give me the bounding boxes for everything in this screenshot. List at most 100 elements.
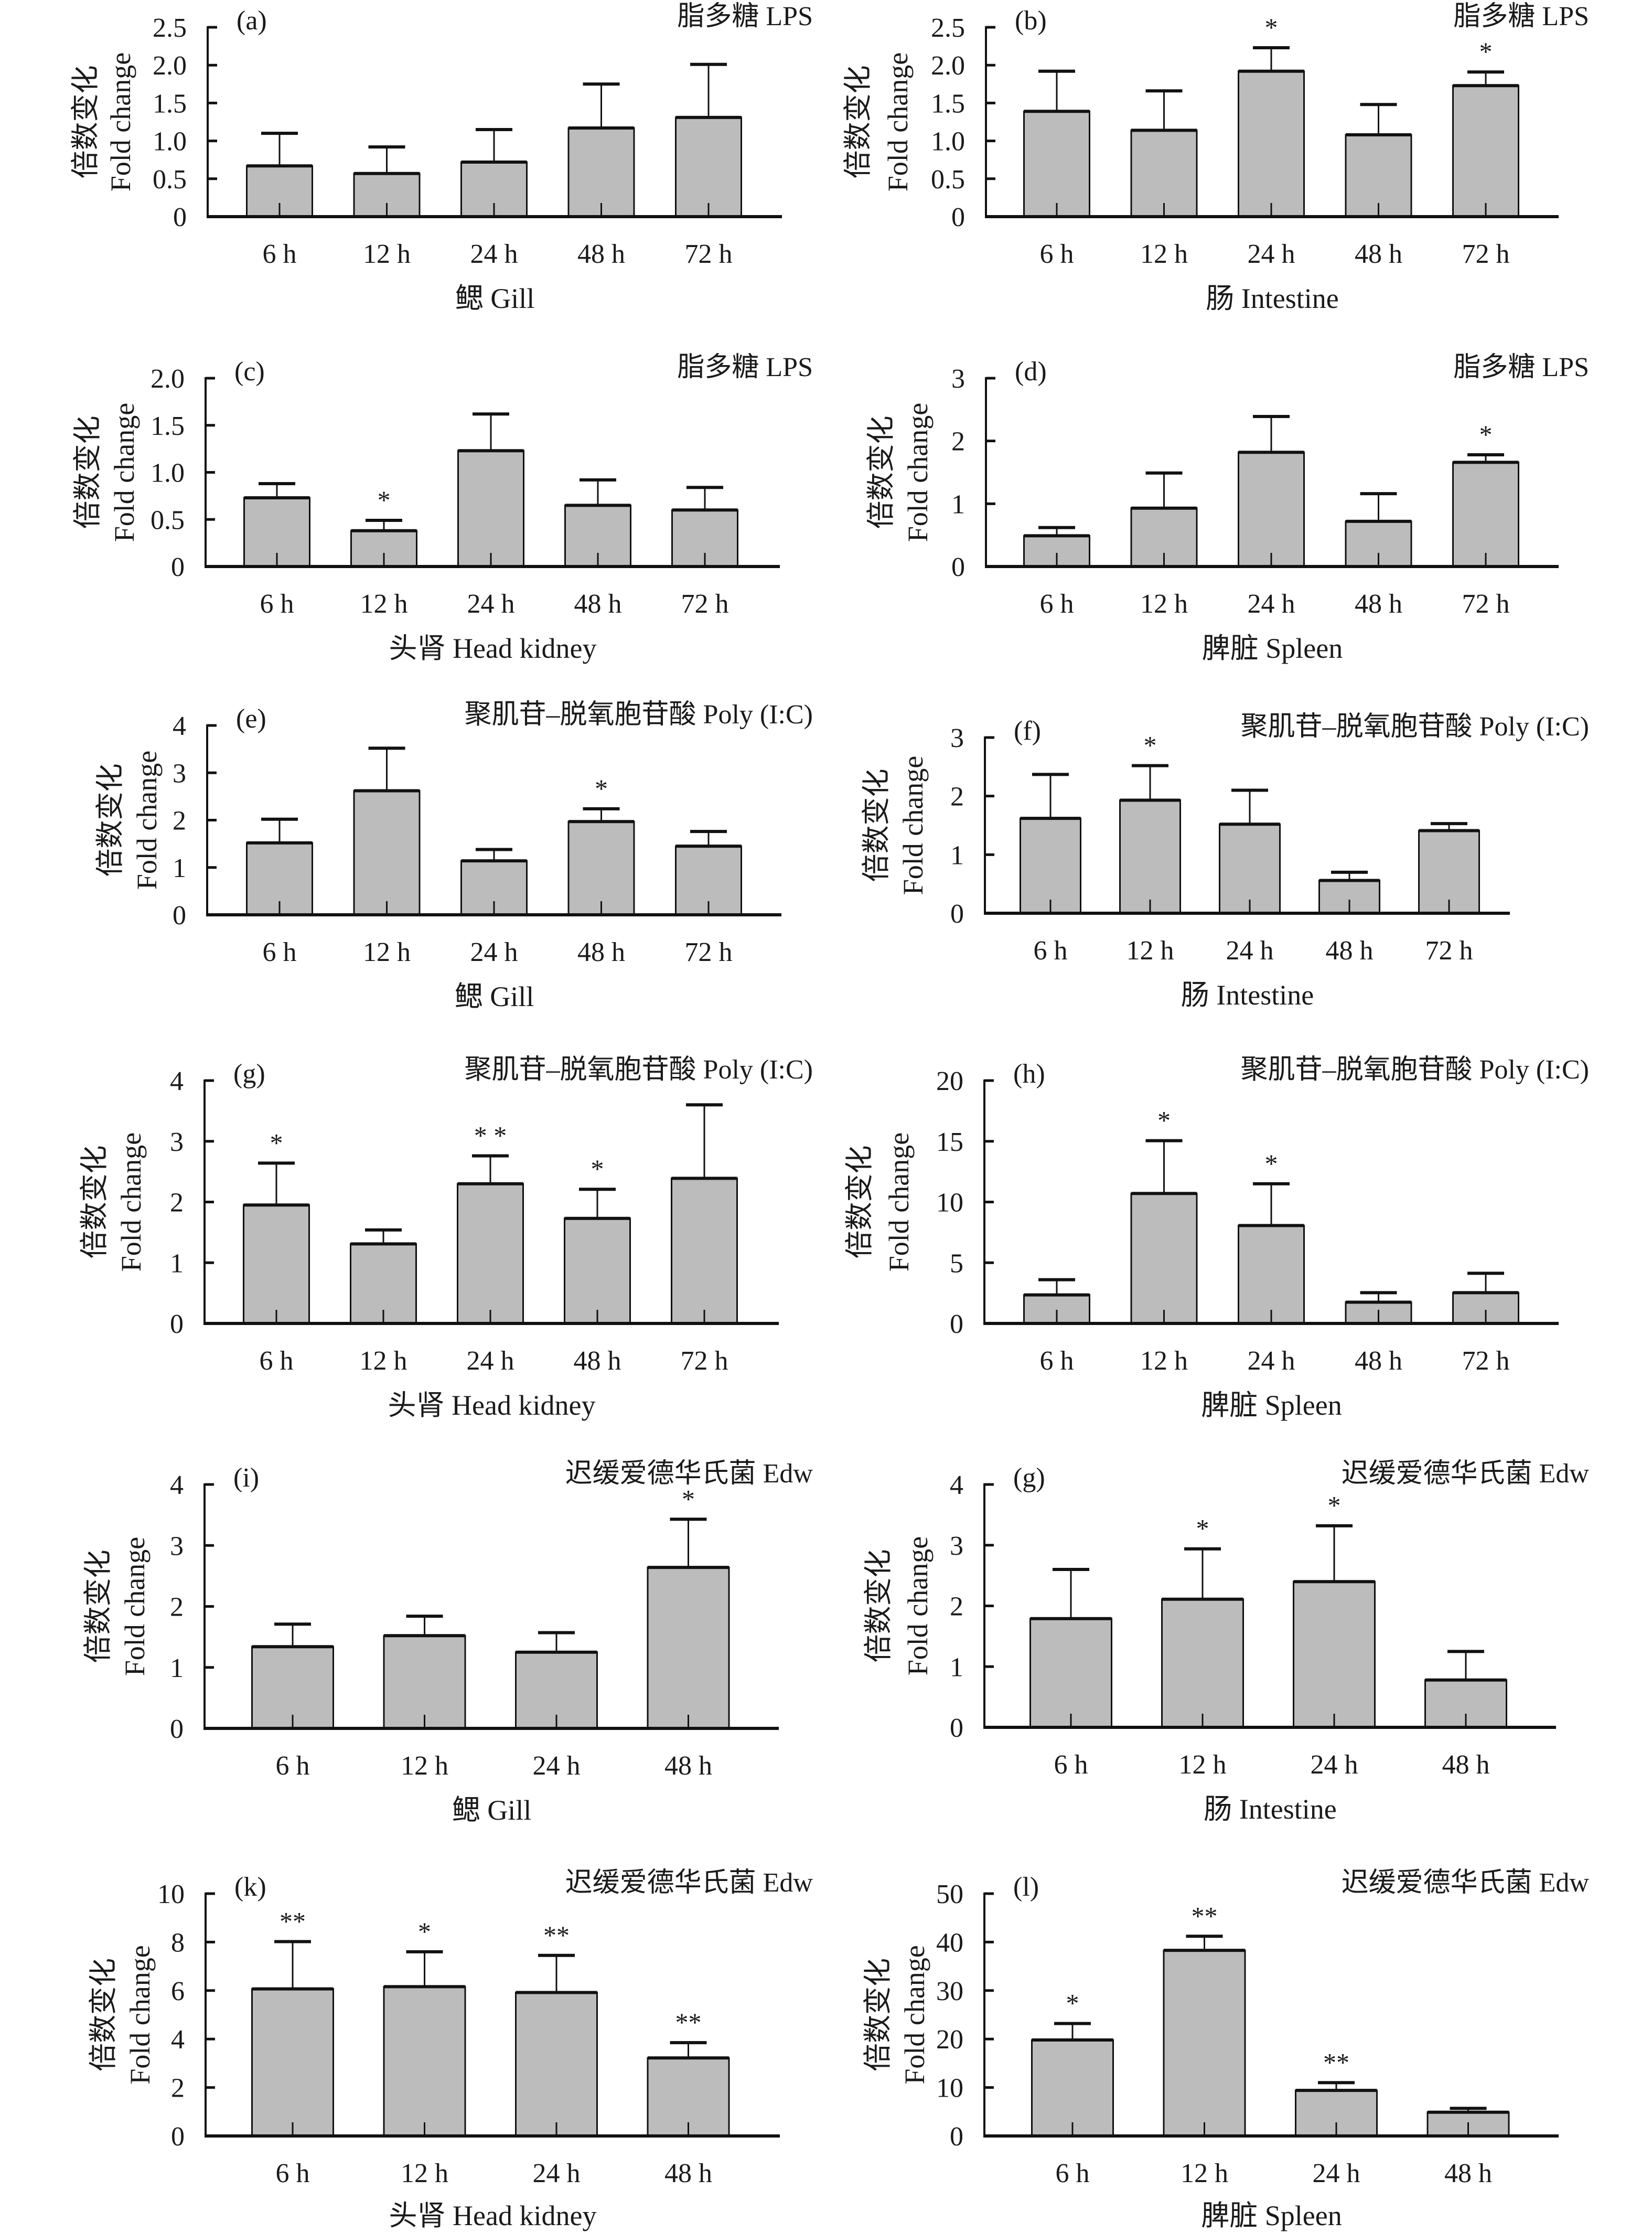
bar [1161,1598,1244,1728]
bar-group: 6 h [1023,1278,1090,1376]
bar-group: 48 h [1345,1291,1412,1376]
bar-group: 6 h [251,1622,334,1781]
y-tick-label: 6 [171,1976,185,2006]
x-axis-title: 头肾 Head kidney [389,633,597,664]
y-tick-label: 0.5 [153,165,187,195]
significance-marker: * [1144,731,1157,760]
y-tick-label: 1.5 [151,411,185,441]
y-tick-label: 2 [950,782,964,812]
significance-marker: ** [1323,2047,1349,2077]
bar [1452,461,1519,568]
bar [243,1204,310,1324]
bar-group: 48 h [1424,1650,1507,1780]
y-tick-label: 0 [171,2122,185,2152]
x-tick-label: 72 h [1425,936,1473,966]
x-tick-label: 6 h [276,2159,310,2188]
treatment-label: 脂多糖 LPS [677,352,813,382]
bar-group: * 72 h [1452,420,1519,619]
x-axis-title: 头肾 Head kidney [389,2200,597,2231]
y-tick-label: 10 [936,2074,963,2103]
bar [1119,799,1181,914]
y-tick-label: 1.0 [931,127,965,157]
y-tick-label: 1.0 [153,127,187,157]
bar-group: 6 h [1023,526,1090,619]
bar-group: 12 h [350,1228,417,1376]
x-axis-title: 鳃 Gill [452,1794,532,1826]
y-tick-label: 0 [173,202,187,232]
bar-group: * 12 h [383,1917,466,2188]
bar-group: 72 h [675,62,742,269]
x-tick-label: 24 h [467,589,515,619]
treatment-label: 脂多糖 LPS [1453,352,1589,382]
bar-group: ** 6 h [251,1906,334,2188]
bar-group: * 48 h [647,1484,730,1781]
treatment-label: 迟缓爱德华氏菌 Edw [565,1868,813,1898]
bar-group: 12 h [1130,89,1198,269]
panel-j: 0 1 2 3 4 6 h * 12 h * 24 h 48 h (g) 迟缓爱德华氏菌 Edw 肠 In… [863,1459,1589,1825]
significance-marker: * [1479,420,1493,449]
x-tick-label: 6 h [260,1346,294,1376]
x-tick-label: 6 h [263,239,297,269]
x-tick-label: 6 h [1040,589,1074,619]
bar-group: 6 h [246,817,313,967]
y-tick-label: 30 [936,1976,963,2006]
treatment-label: 迟缓爱德华氏菌 Edw [565,1459,813,1489]
y-tick-label: 15 [936,1127,963,1157]
bar-group: 12 h [1130,471,1198,619]
y-axis-title-zh: 倍数变化 [842,66,874,179]
bar-group: 48 h [1345,492,1412,619]
bar [567,127,635,218]
bar-group: 6 h [246,132,313,269]
bar-group: 24 h [460,848,528,967]
y-axis-title-en: Fold change [124,1945,156,2084]
x-tick-label: 48 h [577,239,625,269]
bar-group: 12 h [353,746,421,967]
x-tick-label: 48 h [664,2159,712,2188]
bar [515,1991,598,2137]
y-tick-label: 0 [950,899,964,929]
bar-group: * 6 h [243,1128,310,1376]
y-tick-label: 0 [171,552,185,582]
bar [1029,1618,1112,1728]
bar-group: * 12 h [1119,731,1181,966]
y-tick-label: 1 [951,489,965,519]
x-tick-label: 24 h [470,239,518,269]
y-tick-label: 10 [936,1188,963,1218]
bar-group: * 12 h [350,485,417,619]
bar [1293,1580,1376,1728]
bar [251,1988,334,2137]
treatment-label: 聚肌苷–脱氧胞苷酸 Poly (I:C) [1241,1055,1589,1085]
y-tick-label: 2 [170,1188,184,1218]
panel-letter: (i) [233,1463,259,1493]
x-tick-label: 72 h [1462,1346,1510,1376]
panel-e: 0 1 2 3 4 6 h 12 h 24 h * 48 h 72 h (e) 聚肌苷–脱氧胞苷酸 Po… [94,700,813,1012]
x-tick-label: 12 h [363,937,411,967]
bar-group: 72 h [675,830,742,967]
treatment-label: 聚肌苷–脱氧胞苷酸 Poly (I:C) [465,1055,813,1085]
y-axis-title-en: Fold change [897,756,929,895]
bar-group: 48 h [1345,103,1412,269]
significance-marker: * [1479,37,1493,66]
bar [383,1985,466,2137]
x-axis-title: 肠 Intestine [1181,979,1314,1011]
bar [1130,1192,1198,1324]
bar-group: * * 24 h [457,1121,524,1376]
y-tick-label: 0.5 [151,505,185,535]
bar [383,1634,466,1729]
bar [564,1217,631,1324]
y-tick-label: 3 [950,723,964,753]
x-tick-label: 24 h [1311,1750,1358,1780]
x-tick-label: 24 h [1248,239,1295,269]
y-tick-label: 40 [936,1928,963,1958]
x-tick-label: 48 h [574,1346,621,1376]
bar-group: 6 h [243,482,310,619]
x-tick-label: 48 h [1442,1750,1490,1780]
significance-marker: * [1328,1491,1341,1520]
bar [1020,817,1081,914]
x-tick-label: 12 h [1127,936,1174,966]
panel-letter: (f) [1014,716,1041,746]
bar-group: 24 h [515,1631,598,1781]
y-tick-label: 3 [951,364,965,394]
x-tick-label: 6 h [1034,936,1068,966]
bar [1163,1949,1246,2137]
